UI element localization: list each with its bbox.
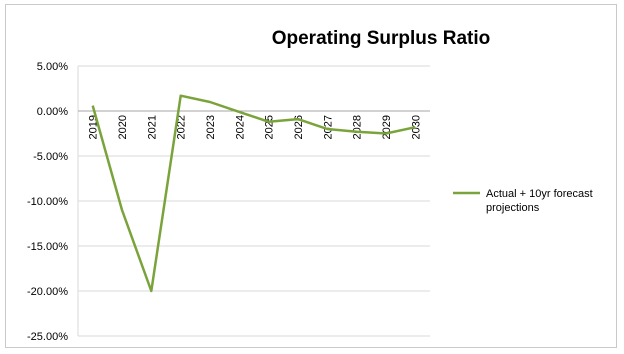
y-tick-label: -10.00% xyxy=(27,196,68,208)
y-axis-tick-labels: 5.00% 0.00% -5.00% -10.00% -15.00% -20.00% -25… xyxy=(27,61,68,343)
x-tick-label: 2028 xyxy=(352,115,364,139)
x-tick-label: 2023 xyxy=(205,115,217,139)
x-tick-label: 2020 xyxy=(117,115,129,139)
y-tick-label: 0.00% xyxy=(37,106,68,118)
chart-title: Operating Surplus Ratio xyxy=(272,28,491,49)
x-tick-label: 2021 xyxy=(146,115,158,139)
y-tick-label: 5.00% xyxy=(37,61,68,73)
x-axis-tick-labels: 2019 2020 2021 2022 2023 2024 2025 2026 2027 2028… xyxy=(88,115,423,139)
y-tick-label: -15.00% xyxy=(27,241,68,253)
gridlines xyxy=(78,66,430,336)
x-tick-label: 2025 xyxy=(264,115,276,139)
y-tick-label: -25.00% xyxy=(27,331,68,343)
y-tick-label: -20.00% xyxy=(27,286,68,298)
x-tick-label: 2029 xyxy=(381,115,393,139)
series-line xyxy=(93,96,416,291)
legend-label: Actual + 10yr forecast projections xyxy=(486,188,593,214)
series-layer xyxy=(93,96,416,292)
legend: Actual + 10yr forecast projections xyxy=(453,188,593,214)
y-tick-label: -5.00% xyxy=(33,151,68,163)
x-tick-label: 2024 xyxy=(234,115,246,139)
